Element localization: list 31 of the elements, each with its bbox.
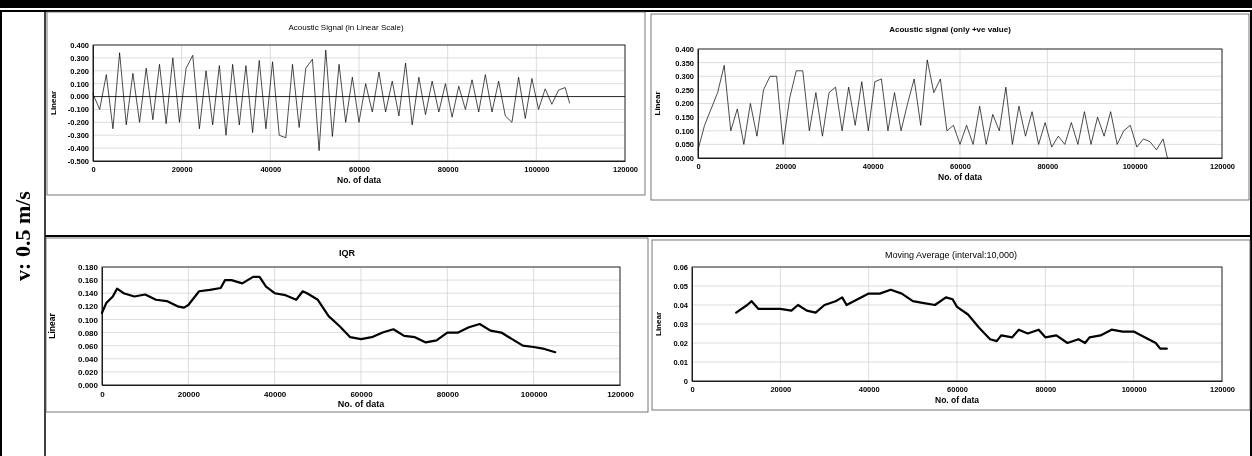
y-axis-title: Linear xyxy=(49,90,58,116)
x-axis-title: No. of data xyxy=(938,172,983,182)
y-axis-title: Linear xyxy=(653,91,662,116)
y-tick-label: 0.140 xyxy=(77,289,99,299)
x-tick-label: 60000 xyxy=(350,389,374,399)
y-tick-label: 0.080 xyxy=(77,328,99,338)
x-tick-label: 20000 xyxy=(177,389,201,399)
y-axis-title: Linear xyxy=(47,312,57,339)
y-tick-label: 0.120 xyxy=(77,302,99,312)
y-tick-label: 0.100 xyxy=(77,315,99,325)
x-axis-title: No. of data xyxy=(935,395,980,405)
x-tick-label: 80000 xyxy=(436,389,460,399)
line-series xyxy=(735,288,1168,350)
y-tick-label: 0.020 xyxy=(77,367,99,377)
x-axis-title: No. of data xyxy=(337,399,386,409)
x-tick-label: 0 xyxy=(100,389,106,399)
y-axis-title: Linear xyxy=(654,311,663,337)
y-tick-label: 0.000 xyxy=(77,381,99,391)
y-tick-label: 0.180 xyxy=(77,263,99,273)
x-tick-label: 40000 xyxy=(264,389,287,399)
chart-title: Acoustic Signal (in Linear Scale) xyxy=(288,23,404,32)
chart-title: Moving Average (interval:10,000) xyxy=(885,250,1017,260)
y-tick-label: 0.060 xyxy=(77,341,99,351)
text: v: 0.5 m/s xyxy=(10,190,35,281)
x-tick-label: 100000 xyxy=(520,389,549,399)
x-axis-title: No. of data xyxy=(337,175,382,185)
x-tick-label: 120000 xyxy=(607,389,635,399)
chart-title: Acoustic signal (only +ve value) xyxy=(889,25,1012,34)
y-tick-label: 0.160 xyxy=(77,276,99,286)
y-tick-label: 0.040 xyxy=(77,354,99,364)
chart-title: IQR xyxy=(338,248,356,258)
